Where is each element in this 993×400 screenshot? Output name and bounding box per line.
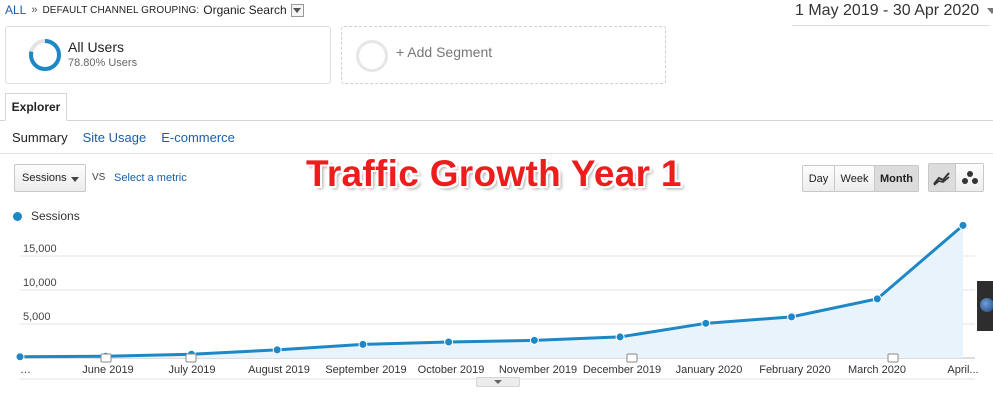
breadcrumb-all-link[interactable]: ALL bbox=[5, 3, 27, 17]
add-segment-circle-icon bbox=[356, 40, 388, 72]
y-tick-label: 15,000 bbox=[23, 243, 57, 255]
y-tick-label: 10,000 bbox=[23, 277, 57, 289]
chevron-down-icon bbox=[71, 177, 79, 182]
vs-label: VS bbox=[92, 172, 106, 183]
date-range-picker[interactable]: 1 May 2019 - 30 Apr 2020 bbox=[795, 2, 993, 20]
add-segment-button[interactable]: + Add Segment bbox=[341, 26, 666, 84]
side-feedback-widget[interactable] bbox=[977, 281, 993, 331]
globe-icon bbox=[980, 298, 993, 312]
x-tick-label: August 2019 bbox=[248, 364, 310, 376]
sessions-chart: 5,000 10,000 15,000 … June 2019 July 2019 Augu… bbox=[15, 222, 979, 380]
data-point[interactable] bbox=[701, 318, 711, 328]
tab-explorer[interactable]: Explorer bbox=[5, 93, 67, 121]
x-tick-label: February 2020 bbox=[759, 364, 831, 376]
month-button[interactable]: Month bbox=[875, 166, 918, 191]
add-segment-label: + Add Segment bbox=[396, 44, 493, 60]
breadcrumb-dimension: DEFAULT CHANNEL GROUPING: bbox=[42, 4, 200, 16]
line-chart-icon bbox=[933, 171, 950, 186]
tab-bar-divider bbox=[0, 120, 993, 121]
date-range-label: 1 May 2019 - 30 Apr 2020 bbox=[795, 2, 980, 19]
breadcrumb: ALL » DEFAULT CHANNEL GROUPING: Organic … bbox=[5, 1, 304, 19]
segment-donut-icon bbox=[29, 39, 61, 71]
sessions-area bbox=[20, 225, 963, 358]
segment-card-all-users[interactable]: All Users 78.80% Users bbox=[5, 26, 331, 84]
data-point[interactable] bbox=[358, 339, 368, 349]
week-button[interactable]: Week bbox=[835, 166, 875, 191]
annotation-marker[interactable] bbox=[185, 353, 197, 363]
data-point[interactable] bbox=[15, 352, 25, 362]
segment-donut-arc bbox=[29, 39, 61, 71]
annotation-marker[interactable] bbox=[100, 353, 112, 363]
motion-chart-icon bbox=[961, 170, 978, 184]
metric-select-value: Sessions bbox=[22, 172, 67, 184]
annotation-marker[interactable] bbox=[887, 353, 899, 363]
data-point[interactable] bbox=[529, 335, 539, 345]
subtab-ecommerce[interactable]: E-commerce bbox=[161, 130, 235, 145]
x-tick-label: July 2019 bbox=[168, 364, 215, 376]
y-tick-label: 5,000 bbox=[23, 311, 51, 323]
day-button[interactable]: Day bbox=[803, 166, 835, 191]
x-tick-label: November 2019 bbox=[499, 364, 577, 376]
chart-type-group bbox=[928, 163, 984, 192]
line-chart-button[interactable] bbox=[929, 164, 956, 191]
subtab-site-usage[interactable]: Site Usage bbox=[82, 130, 147, 145]
chevron-down-icon bbox=[987, 8, 993, 14]
date-range-underline bbox=[792, 25, 990, 26]
x-tick-label: March 2020 bbox=[848, 364, 906, 376]
sessions-line bbox=[19, 224, 964, 359]
metric-select[interactable]: Sessions bbox=[14, 164, 86, 192]
overlay-title: Traffic Growth Year 1 bbox=[306, 153, 682, 194]
annotation-marker[interactable] bbox=[626, 353, 638, 363]
x-tick-label: January 2020 bbox=[676, 364, 743, 376]
data-point[interactable] bbox=[958, 222, 968, 230]
data-point[interactable] bbox=[872, 294, 882, 304]
subtab-summary[interactable]: Summary bbox=[12, 130, 68, 145]
breadcrumb-separator: » bbox=[31, 4, 38, 16]
explorer-subtabs: Summary Site Usage E-commerce bbox=[12, 130, 235, 145]
legend-label: Sessions bbox=[31, 209, 80, 223]
breadcrumb-dropdown-button[interactable] bbox=[290, 3, 304, 17]
segment-percent: 78.80% Users bbox=[68, 57, 138, 69]
x-tick-label: September 2019 bbox=[325, 364, 406, 376]
legend-swatch bbox=[13, 211, 22, 221]
period-button-group: Day Week Month bbox=[802, 165, 919, 192]
segment-name: All Users bbox=[68, 39, 125, 55]
data-point[interactable] bbox=[615, 332, 625, 342]
x-tick-label: … bbox=[20, 364, 31, 376]
breadcrumb-value: Organic Search bbox=[203, 3, 287, 17]
data-point[interactable] bbox=[787, 312, 797, 322]
data-point[interactable] bbox=[272, 345, 282, 355]
select-metric-link[interactable]: Select a metric bbox=[114, 172, 187, 184]
x-tick-label: October 2019 bbox=[418, 364, 485, 376]
data-point[interactable] bbox=[444, 337, 454, 347]
subtab-divider bbox=[0, 153, 993, 154]
x-tick-label: April... bbox=[947, 364, 978, 376]
motion-chart-button[interactable] bbox=[956, 164, 983, 191]
chart-legend: Sessions bbox=[13, 209, 80, 223]
x-tick-label: June 2019 bbox=[82, 364, 133, 376]
chart-collapse-handle[interactable] bbox=[476, 377, 520, 387]
x-tick-label: December 2019 bbox=[583, 364, 661, 376]
